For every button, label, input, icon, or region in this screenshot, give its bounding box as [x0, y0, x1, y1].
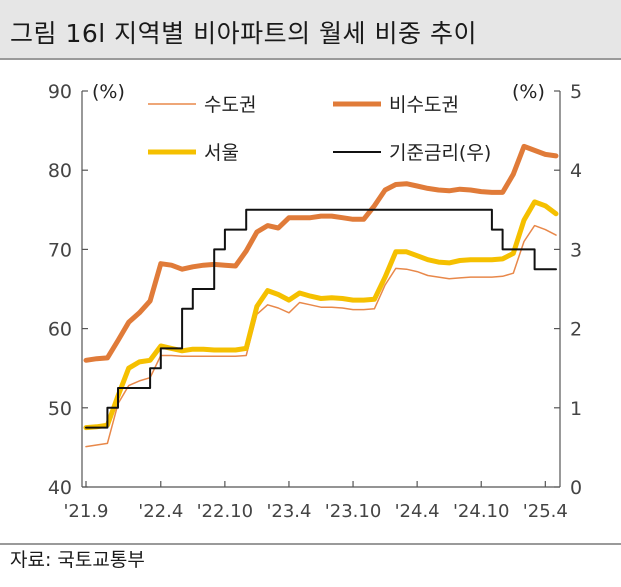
- x-tick-label: '22.10: [197, 501, 253, 522]
- legend-label-2: 비수도권: [389, 94, 459, 116]
- x-tick-label: '23.4: [266, 501, 311, 522]
- right-tick-label: 4: [570, 160, 582, 182]
- left-axis: 40 50 60 70 80 90: [48, 81, 88, 499]
- chart-title: 그림 16l 지역별 비아파트의 월세 비중 추이: [10, 19, 477, 48]
- right-tick-label: 3: [570, 239, 582, 261]
- left-tick-label: 60: [48, 319, 72, 341]
- chart: 40 50 60 70 80 90 0 1 2 3 4 5 '21.9 '22.4 '22.10 '23.…: [48, 81, 582, 522]
- left-tick-label: 70: [48, 239, 72, 261]
- x-tick-label: '24.10: [453, 501, 509, 522]
- legend-label-3: 서울: [204, 142, 239, 164]
- right-tick-label: 2: [570, 319, 582, 341]
- x-tick-label: '25.4: [523, 501, 568, 522]
- right-tick-label: 1: [570, 398, 582, 420]
- left-axis-unit: (%): [92, 81, 125, 103]
- x-axis: '21.9 '22.4 '22.10 '23.4 '23.10 '24.4 '24.10 '2…: [63, 481, 568, 522]
- series-line-4: [85, 208, 557, 429]
- legend-label-4: 기준금리(우): [389, 142, 491, 164]
- left-tick-label: 50: [48, 398, 72, 420]
- x-tick-label: '22.4: [138, 501, 183, 522]
- title-bar: 그림 16l 지역별 비아파트의 월세 비중 추이: [0, 0, 621, 60]
- series-lines: [83, 143, 559, 448]
- series-line-2: [83, 199, 559, 431]
- source-note: 자료: 국토교통부: [10, 549, 145, 571]
- left-tick-label: 40: [48, 477, 72, 499]
- series-line-1: [85, 224, 557, 448]
- right-tick-label: 0: [570, 477, 582, 499]
- x-tick-label: '24.4: [395, 501, 440, 522]
- x-tick-label: '23.10: [325, 501, 381, 522]
- right-tick-label: 5: [570, 81, 582, 103]
- source-divider: [0, 543, 621, 545]
- right-axis: 0 1 2 3 4 5: [554, 81, 582, 499]
- left-tick-label: 90: [48, 81, 72, 103]
- x-tick-label: '21.9: [63, 501, 108, 522]
- series-line-3: [83, 143, 559, 363]
- right-axis-unit: (%): [512, 81, 545, 103]
- legend-label-1: 수도권: [204, 94, 256, 116]
- left-tick-label: 80: [48, 160, 72, 182]
